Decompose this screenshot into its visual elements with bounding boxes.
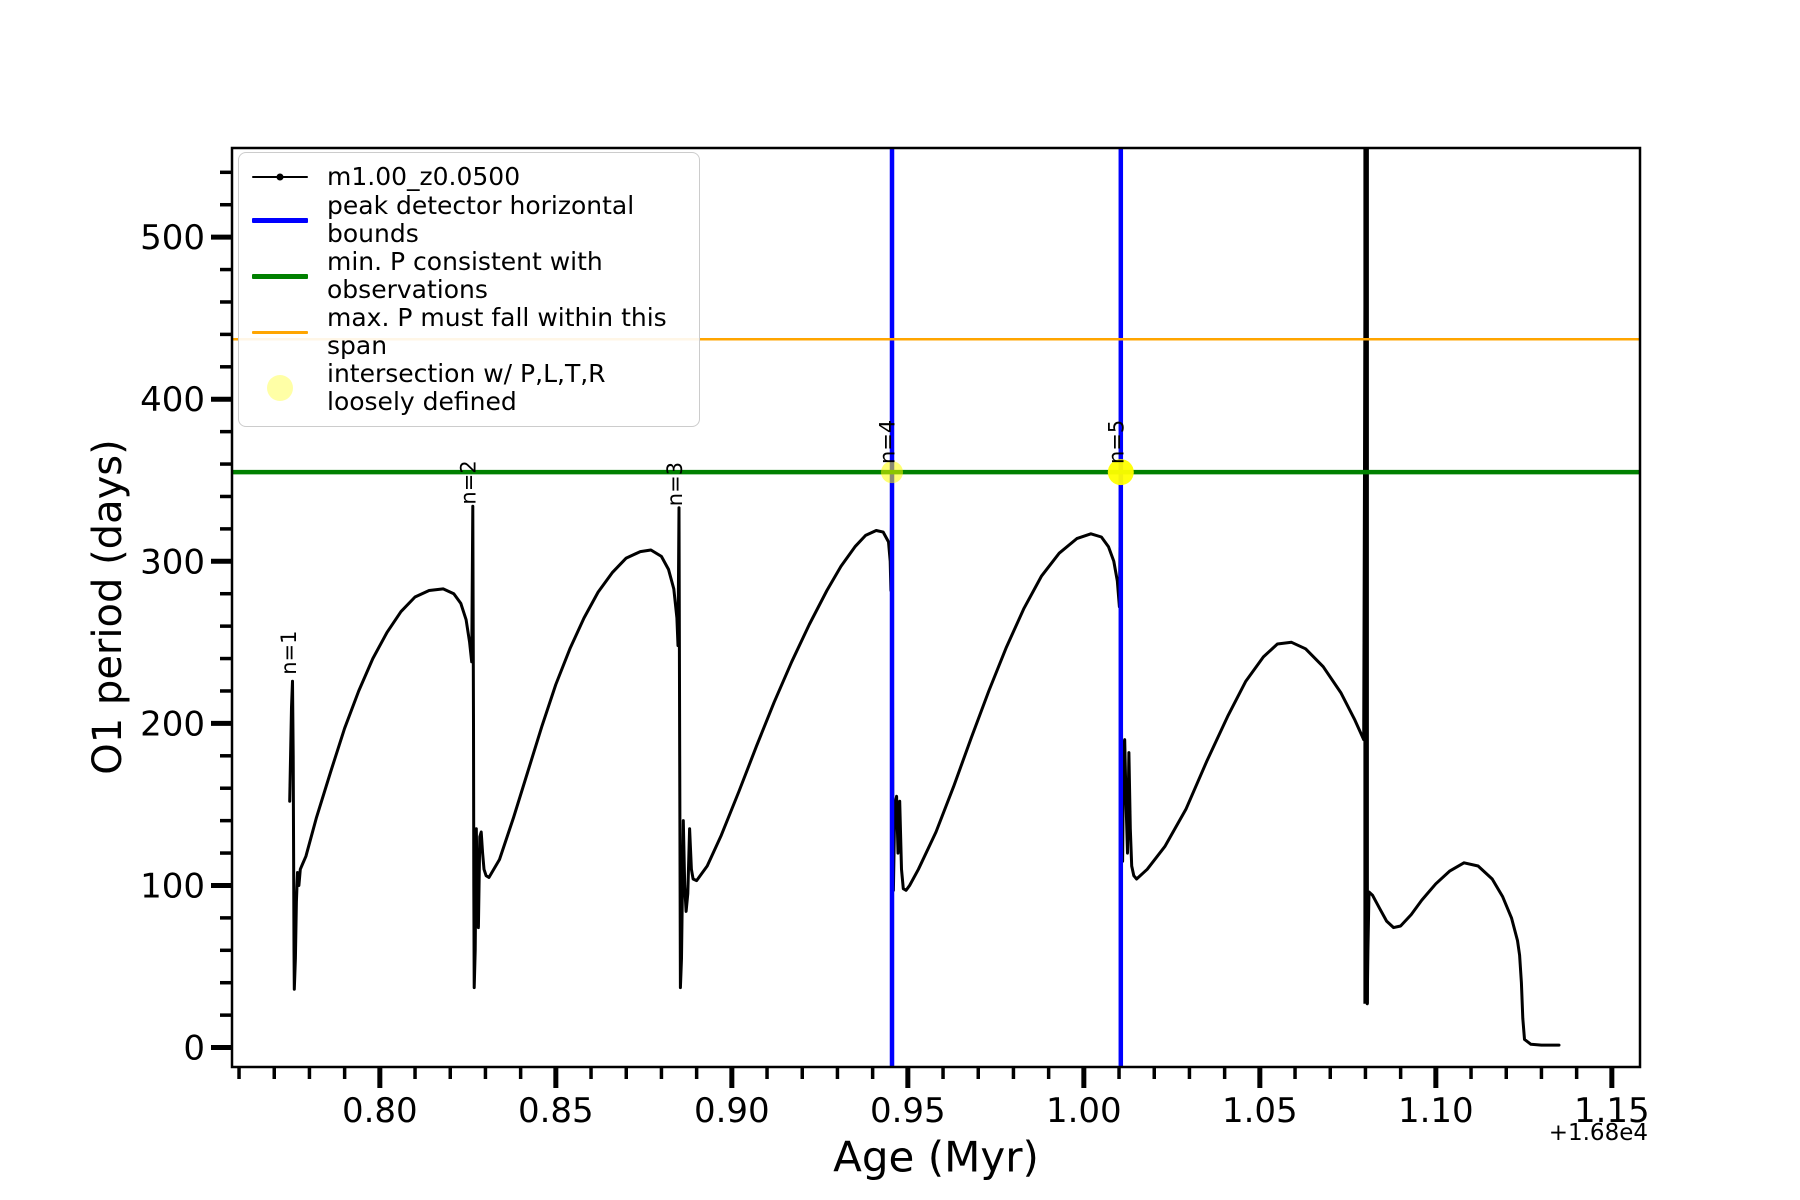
x-tick-label: 1.00 bbox=[1046, 1091, 1122, 1131]
legend-label-series: m1.00_z0.0500 bbox=[327, 161, 521, 191]
legend-key-green-line-icon bbox=[251, 273, 309, 279]
legend-entry-min-p: min. P consistent with observations bbox=[251, 248, 685, 304]
peak-annotation: n=2 bbox=[457, 460, 481, 504]
x-axis-offset-text: +1.68e4 bbox=[1548, 1120, 1648, 1146]
legend-dot-marker-icon bbox=[276, 173, 284, 180]
x-tick-label: 0.90 bbox=[694, 1091, 770, 1131]
x-tick-label: 0.85 bbox=[518, 1091, 594, 1131]
legend-key-yellow-marker-icon bbox=[251, 375, 309, 401]
plot-spines bbox=[230, 146, 1642, 1069]
intersection-n5 bbox=[1107, 459, 1134, 486]
curve-m1.00_z0.0500 bbox=[288, 170, 1561, 1047]
legend-label-max-p: max. P must fall within this span bbox=[327, 303, 667, 360]
legend-line-swatch bbox=[252, 330, 308, 334]
legend-entry-peak-bounds: peak detector horizontal bounds bbox=[251, 192, 685, 248]
y-tick-label: 100 bbox=[140, 866, 205, 906]
legend-line-swatch bbox=[252, 217, 308, 223]
legend-label-peak-bounds: peak detector horizontal bounds bbox=[327, 191, 635, 248]
y-tick-label: 500 bbox=[140, 218, 205, 258]
x-tick-label: 0.80 bbox=[342, 1091, 418, 1131]
legend: m1.00_z0.0500 peak detector horizontal b… bbox=[238, 152, 700, 427]
peak-annotation: n=4 bbox=[875, 420, 899, 464]
x-tick-label: 1.10 bbox=[1398, 1091, 1474, 1131]
peak-annotation: n=1 bbox=[277, 630, 301, 674]
legend-key-series-line-icon bbox=[251, 173, 309, 180]
y-axis-label: O1 period (days) bbox=[85, 439, 131, 775]
legend-entry-series: m1.00_z0.0500 bbox=[251, 161, 685, 192]
x-tick-label: 1.05 bbox=[1222, 1091, 1298, 1131]
legend-key-orange-line-icon bbox=[251, 330, 309, 334]
y-tick-label: 400 bbox=[140, 380, 205, 420]
y-tick-label: 300 bbox=[140, 542, 205, 582]
x-tick-label: 0.95 bbox=[870, 1091, 946, 1131]
legend-entry-max-p: max. P must fall within this span bbox=[251, 304, 685, 360]
legend-line-swatch bbox=[252, 273, 308, 279]
x-tick-label: 1.15 bbox=[1574, 1091, 1650, 1131]
legend-label-intersection: intersection w/ P,L,T,R loosely defined bbox=[327, 359, 606, 416]
intersection-n4 bbox=[881, 461, 903, 484]
peak-annotation: n=5 bbox=[1104, 420, 1128, 464]
legend-entry-intersection: intersection w/ P,L,T,R loosely defined bbox=[251, 360, 685, 416]
y-tick-label: 0 bbox=[183, 1029, 205, 1069]
legend-yellow-circle-icon bbox=[267, 375, 293, 401]
x-axis-label: Age (Myr) bbox=[833, 1132, 1039, 1182]
legend-label-min-p: min. P consistent with observations bbox=[327, 247, 603, 304]
legend-key-blue-line-icon bbox=[251, 217, 309, 223]
y-tick-label: 200 bbox=[140, 704, 205, 744]
peak-annotation: n=3 bbox=[663, 462, 687, 506]
